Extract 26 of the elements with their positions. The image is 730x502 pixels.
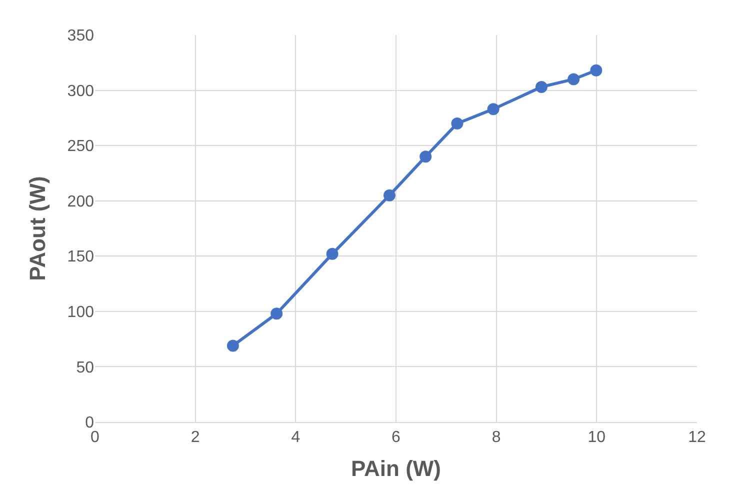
y-axis-title: PAout (W) <box>25 176 50 281</box>
y-tick-label: 0 <box>85 414 94 432</box>
point <box>226 340 239 352</box>
x-tick-label: 6 <box>392 429 401 446</box>
x-axis-title: PAin (W) <box>350 456 442 482</box>
point <box>326 248 338 260</box>
point <box>487 103 500 116</box>
y-tick-label: 100 <box>67 304 94 322</box>
y-tick-label: 350 <box>67 28 94 45</box>
x-tick-label: 2 <box>190 429 200 446</box>
point <box>535 80 548 93</box>
point <box>383 189 396 202</box>
point <box>590 64 602 76</box>
point <box>568 73 580 86</box>
y-tick-label: 200 <box>67 193 94 210</box>
point <box>270 308 283 320</box>
x-tick-label: 12 <box>688 429 706 446</box>
x-tick-label: 8 <box>492 429 501 446</box>
point <box>420 150 432 163</box>
y-tick-label: 150 <box>67 248 94 266</box>
y-tick-label: 250 <box>67 138 94 156</box>
x-tick-label: 10 <box>588 429 606 446</box>
y-tick-label: 50 <box>76 359 94 376</box>
x-tick-label: 4 <box>291 429 300 446</box>
point <box>451 117 464 130</box>
y-tick-label: 300 <box>67 82 94 100</box>
